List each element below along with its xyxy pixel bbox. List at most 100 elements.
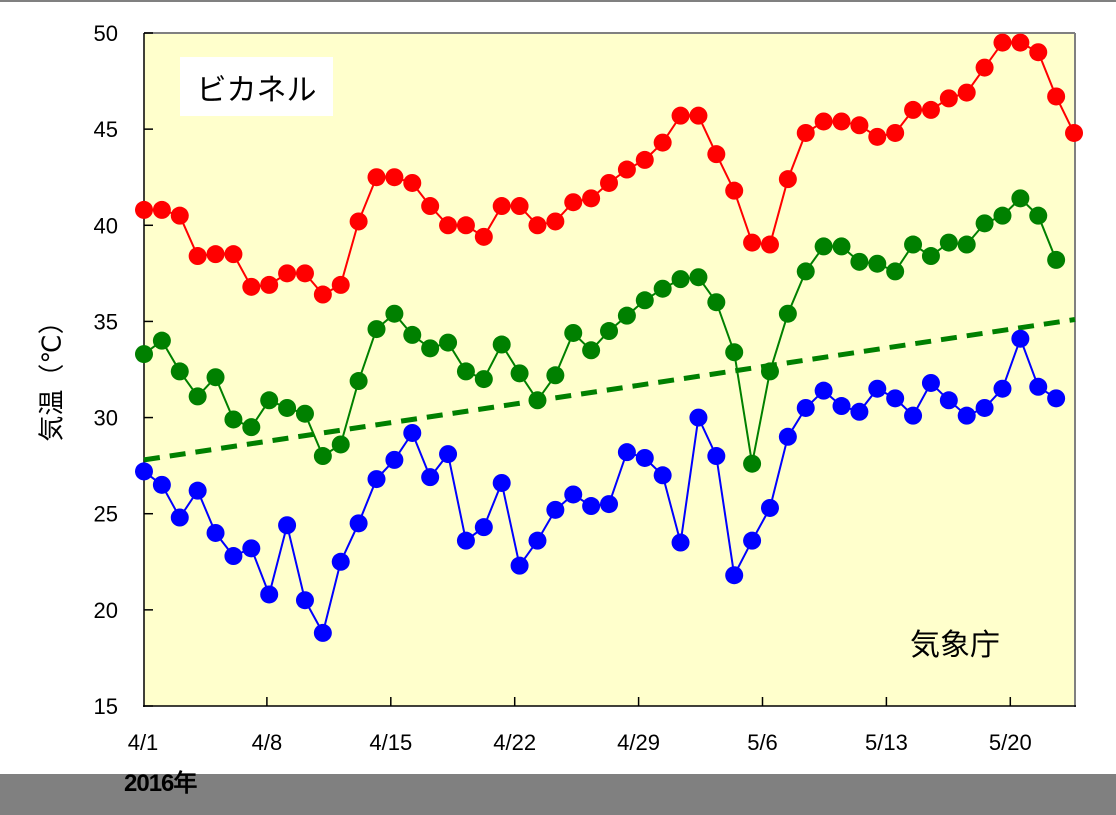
- data-point: [1011, 33, 1030, 52]
- data-point: [582, 189, 601, 208]
- y-axis-label: 気温（℃）: [37, 308, 68, 442]
- data-point: [242, 539, 261, 558]
- data-point: [725, 181, 744, 200]
- data-point: [135, 462, 153, 481]
- data-point: [921, 373, 940, 392]
- data-point: [617, 306, 636, 325]
- data-point: [474, 227, 493, 246]
- data-point: [975, 58, 994, 77]
- data-point: [886, 262, 905, 281]
- data-point: [456, 216, 475, 235]
- data-point: [439, 333, 458, 352]
- trend-dashed-line: [143, 317, 1076, 463]
- data-point: [170, 206, 189, 225]
- data-point: [349, 212, 368, 231]
- data-point: [743, 454, 762, 473]
- data-point: [278, 516, 297, 535]
- data-point: [1029, 43, 1048, 62]
- data-point: [760, 235, 779, 254]
- data-point: [707, 293, 726, 312]
- data-point: [975, 214, 994, 233]
- footer-band: [0, 774, 1116, 815]
- data-point: [367, 470, 386, 489]
- data-point: [546, 212, 565, 231]
- data-point: [939, 391, 958, 410]
- data-point: [743, 531, 762, 550]
- data-point: [188, 387, 207, 406]
- data-point: [564, 193, 583, 212]
- data-point: [135, 200, 153, 219]
- x-tick-label: 4/22: [493, 730, 536, 755]
- data-point: [349, 372, 368, 391]
- data-point: [206, 368, 225, 387]
- data-point: [260, 391, 279, 410]
- data-point: [653, 133, 672, 152]
- data-point: [367, 320, 386, 339]
- data-point: [939, 233, 958, 252]
- data-point: [921, 100, 940, 119]
- data-point: [492, 197, 511, 216]
- data-point: [170, 362, 189, 381]
- data-point: [242, 418, 261, 437]
- data-point: [617, 443, 636, 462]
- data-point: [528, 531, 547, 550]
- data-point: [456, 531, 475, 550]
- station-label: ビカネル: [180, 57, 333, 116]
- data-point: [224, 547, 243, 566]
- data-point: [850, 116, 869, 135]
- data-point: [152, 475, 171, 494]
- data-point: [796, 262, 815, 281]
- series-group: [135, 33, 1084, 642]
- data-point: [421, 197, 440, 216]
- data-point: [796, 123, 815, 142]
- x-tick-label: 5/6: [747, 730, 778, 755]
- data-point: [904, 100, 923, 119]
- data-point: [260, 275, 279, 294]
- data-point: [1047, 87, 1066, 106]
- data-point: [975, 398, 994, 417]
- top-rule: [0, 0, 1116, 2]
- data-point: [868, 127, 887, 146]
- data-point: [689, 408, 708, 427]
- data-point: [582, 497, 601, 516]
- data-point: [707, 447, 726, 466]
- data-point: [1065, 123, 1084, 142]
- data-point: [456, 362, 475, 381]
- year-label: 2016年: [124, 770, 197, 797]
- data-point: [993, 379, 1012, 398]
- data-point: [188, 247, 207, 266]
- y-tick-label: 30: [94, 406, 118, 431]
- data-point: [653, 279, 672, 298]
- data-point: [868, 254, 887, 273]
- data-point: [313, 285, 332, 304]
- trend-line: [143, 317, 1076, 463]
- data-point: [814, 112, 833, 131]
- data-point: [367, 168, 386, 187]
- data-point: [1047, 250, 1066, 269]
- data-point: [796, 398, 815, 417]
- y-tick-label: 25: [94, 502, 118, 527]
- station-label-text: ビカネル: [196, 72, 317, 108]
- y-tick-label: 50: [94, 21, 118, 46]
- data-point: [886, 389, 905, 408]
- data-point: [832, 397, 851, 416]
- data-point: [331, 275, 350, 294]
- data-point: [993, 206, 1012, 225]
- x-tick-label: 5/13: [865, 730, 908, 755]
- data-point: [331, 552, 350, 571]
- data-point: [832, 112, 851, 131]
- data-point: [1029, 377, 1048, 396]
- y-tick-label: 40: [94, 213, 118, 238]
- data-point: [295, 591, 314, 610]
- data-point: [492, 335, 511, 354]
- data-point: [635, 448, 654, 467]
- x-axis-ticks: 4/1 4/8 4/15 4/22 4/29 5/6 5/13 5/20: [128, 697, 1032, 755]
- data-point: [135, 345, 153, 364]
- data-point: [385, 168, 404, 187]
- data-point: [671, 106, 690, 125]
- data-point: [295, 264, 314, 283]
- data-point: [1029, 206, 1048, 225]
- data-point: [778, 304, 797, 323]
- data-point: [260, 585, 279, 604]
- data-point: [385, 450, 404, 469]
